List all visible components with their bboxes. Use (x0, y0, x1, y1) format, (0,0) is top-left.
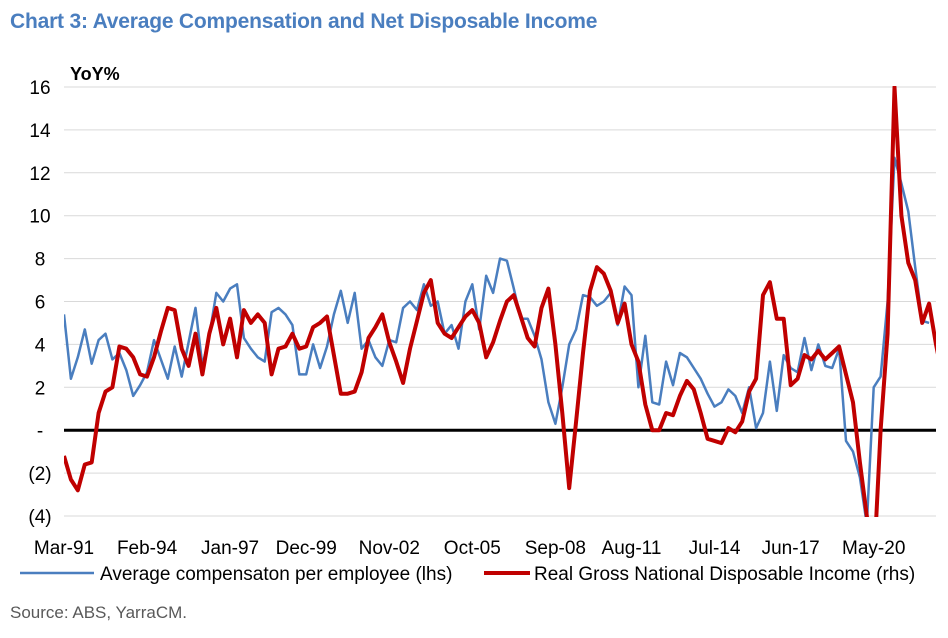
x-tick-label: Feb-94 (117, 538, 178, 559)
x-tick-label: Dec-99 (276, 538, 337, 559)
x-tick-label: Jul-14 (689, 538, 741, 559)
source-note: Source: ABS, YarraCM. (10, 603, 187, 622)
y-tick-label: 2 (35, 378, 46, 399)
y-tick-label: - (37, 421, 43, 442)
x-tick-label: May-20 (842, 538, 905, 559)
chart-title: Chart 3: Average Compensation and Net Di… (10, 10, 598, 33)
y-tick-label: 4 (35, 335, 46, 356)
y-tick-label: 14 (29, 121, 51, 142)
legend-label: Real Gross National Disposable Income (r… (534, 564, 915, 585)
y-tick-label: 8 (35, 250, 46, 271)
x-tick-label: Aug-11 (602, 538, 662, 559)
x-axis-tick-labels: Mar-91 Feb-94 Jan-97 Dec-99 Nov-02 Oct-05 Sep-… (34, 538, 905, 559)
x-tick-label: Mar-91 (34, 538, 94, 559)
series-lines (64, 86, 936, 517)
y-axis-tick-labels: 16 14 12 10 8 6 4 2 - (2) (4) (28, 78, 51, 528)
y-tick-label: (2) (28, 464, 51, 485)
grid-lines (64, 86, 936, 517)
y-tick-label: (4) (28, 507, 51, 528)
x-tick-label: Oct-05 (444, 538, 501, 559)
x-tick-label: Jan-97 (201, 538, 259, 559)
x-tick-label: Sep-08 (525, 538, 586, 559)
legend: Average compensaton per employee (lhs) Re… (20, 564, 915, 585)
x-tick-label: Jun-17 (762, 538, 820, 559)
y-tick-label: 6 (35, 293, 46, 314)
y-tick-label: 16 (29, 78, 50, 99)
y-tick-label: 10 (29, 207, 50, 228)
series-line-real-gndi (64, 86, 936, 517)
y-axis-unit-label: YoY% (70, 64, 120, 84)
y-tick-label: 12 (29, 164, 50, 185)
legend-label: Average compensaton per employee (lhs) (100, 564, 452, 585)
x-tick-label: Nov-02 (359, 538, 420, 559)
line-chart: 16 14 12 10 8 6 4 2 - (2) (4) Mar-91 Feb-94 Jan-97 De… (20, 64, 936, 585)
